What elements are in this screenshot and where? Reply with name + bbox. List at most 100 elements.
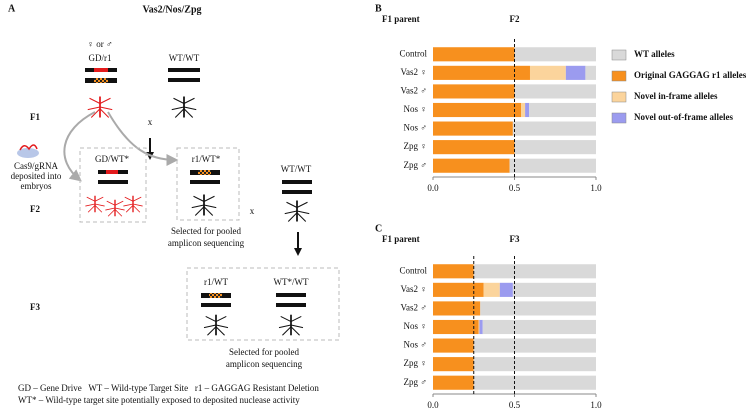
legend-swatch bbox=[611, 49, 627, 61]
x-tick-label: 1.0 bbox=[590, 183, 602, 193]
arrow bbox=[107, 111, 179, 166]
bar-segment bbox=[433, 282, 484, 297]
note: Selected for pooled bbox=[229, 347, 299, 357]
panel-label: B bbox=[375, 3, 382, 14]
genotype: GD/WT* bbox=[95, 154, 129, 164]
bar-segment bbox=[433, 84, 515, 99]
legend-swatch bbox=[611, 70, 627, 82]
x-tick-label: 0.5 bbox=[509, 183, 521, 193]
y-tick-label: Control bbox=[399, 265, 427, 275]
mosquito bbox=[283, 199, 311, 223]
bar-segment bbox=[479, 319, 483, 335]
footer: WT* – Wild-type target site potentially … bbox=[18, 395, 300, 405]
generation: F3 bbox=[30, 302, 40, 312]
y-tick-label: Nos ♂ bbox=[403, 123, 427, 133]
y-tick-label: Nos ♂ bbox=[403, 340, 427, 350]
bar-segment bbox=[521, 102, 526, 118]
y-tick-label: Vas2 ♂ bbox=[401, 85, 428, 95]
bar-segment bbox=[473, 357, 596, 372]
chromosome bbox=[282, 190, 312, 194]
panel-label: A bbox=[8, 3, 16, 14]
bar-segment bbox=[433, 357, 474, 372]
bar-segment bbox=[514, 47, 596, 62]
y-tick-label: Vas2 ♀ bbox=[401, 284, 428, 294]
arrow bbox=[63, 111, 96, 182]
legend-label: Novel out-of-frame alleles bbox=[634, 112, 733, 122]
bar-segment bbox=[480, 301, 596, 316]
note: Cas9/gRNA bbox=[14, 161, 59, 171]
y-tick-label: Nos ♀ bbox=[403, 321, 427, 331]
bar-segment bbox=[433, 47, 515, 62]
bar-segment bbox=[473, 338, 596, 353]
bar-segment bbox=[514, 84, 596, 99]
legend-label: WT alleles bbox=[634, 49, 675, 59]
cross: x bbox=[250, 206, 255, 216]
generation: F2 bbox=[30, 204, 40, 214]
chromosomes bbox=[98, 170, 128, 184]
y-axis-label: F1 parent bbox=[382, 234, 420, 244]
bar-segment bbox=[433, 338, 474, 353]
mosquito bbox=[104, 199, 126, 217]
note: amplicon sequencing bbox=[226, 359, 303, 369]
legend-label: Original GAGGAG r1 alleles bbox=[634, 70, 747, 80]
bar-segment bbox=[529, 65, 566, 80]
y-tick-label: Zpg ♀ bbox=[404, 141, 428, 151]
mosquito bbox=[278, 313, 304, 337]
bar-segment bbox=[433, 121, 513, 136]
bar-segment bbox=[529, 102, 596, 118]
bar-segment bbox=[478, 319, 480, 335]
chromosomes bbox=[201, 293, 306, 307]
mosquito bbox=[84, 195, 106, 213]
legend-swatch bbox=[611, 91, 627, 103]
genotype: GD/r1 bbox=[89, 53, 112, 63]
bar-segment bbox=[514, 140, 596, 155]
genotype: r1/WT* bbox=[192, 154, 221, 164]
box bbox=[176, 147, 240, 221]
bar-segment bbox=[473, 264, 596, 279]
x-tick-label: 1.0 bbox=[590, 400, 602, 410]
bar-segment bbox=[482, 319, 596, 335]
chart-title: F2 bbox=[510, 14, 520, 24]
bar-segment bbox=[509, 158, 596, 173]
y-tick-label: Zpg ♀ bbox=[404, 358, 428, 368]
bar-segment bbox=[433, 65, 530, 80]
bar-segment bbox=[483, 282, 500, 297]
y-axis-label: F1 parent bbox=[382, 14, 420, 24]
bar-segment bbox=[525, 102, 530, 118]
bar-segment bbox=[433, 140, 515, 155]
y-tick-label: Control bbox=[399, 48, 427, 58]
legend-label: Novel in-frame alleles bbox=[634, 91, 718, 101]
bar-segment bbox=[433, 375, 474, 390]
chart-title: F3 bbox=[510, 234, 520, 244]
note: Selected for pooled bbox=[171, 226, 241, 236]
bar-segment bbox=[433, 301, 481, 316]
panel-label: C bbox=[375, 223, 382, 234]
chromosome bbox=[282, 180, 312, 184]
bar-segment bbox=[512, 282, 596, 297]
mosquito bbox=[122, 195, 144, 213]
note: amplicon sequencing bbox=[168, 238, 245, 248]
genotype: r1/WT bbox=[204, 277, 228, 287]
bar-segment bbox=[499, 282, 513, 297]
genotype: WT/WT bbox=[169, 53, 200, 63]
mosquito bbox=[190, 193, 218, 217]
bar-segment bbox=[565, 65, 586, 80]
bar-segment bbox=[433, 102, 522, 118]
panel-title: Vas2/Nos/Zpg bbox=[142, 4, 201, 15]
genotype: WT*/WT bbox=[274, 277, 309, 287]
footer: GD – Gene Drive WT – Wild-type Target Si… bbox=[18, 383, 319, 393]
mosquito bbox=[203, 313, 229, 337]
bar-segment bbox=[585, 65, 596, 80]
sex-note: ♀ or ♂ bbox=[87, 39, 113, 49]
bar-segment bbox=[433, 264, 474, 279]
y-tick-label: Vas2 ♂ bbox=[401, 302, 428, 312]
cross: x bbox=[148, 117, 153, 127]
note: deposited into bbox=[11, 171, 62, 181]
panel-a: A Vas2/Nos/Zpg ♀ or ♂ GD/r1 WT/WT F1 x C… bbox=[8, 3, 340, 405]
legend-swatch bbox=[611, 112, 627, 124]
generation: F1 bbox=[30, 112, 40, 122]
y-tick-label: Nos ♀ bbox=[403, 104, 427, 114]
y-tick-label: Zpg ♂ bbox=[404, 160, 428, 170]
chromosomes bbox=[85, 68, 200, 83]
